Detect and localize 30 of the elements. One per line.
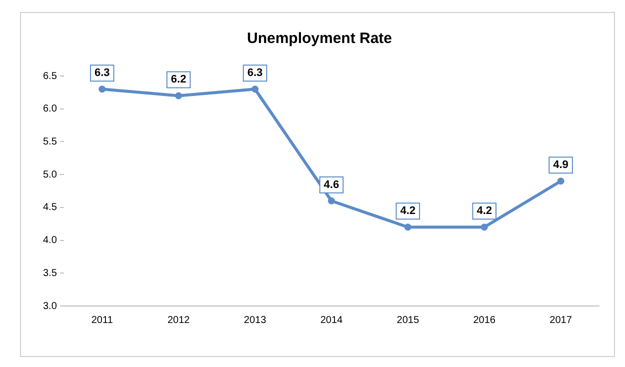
x-tick-label: 2014 bbox=[320, 314, 344, 326]
x-tick-label: 2013 bbox=[244, 314, 267, 326]
data-label: 4.6 bbox=[324, 178, 340, 191]
point bbox=[480, 224, 488, 231]
data-label: 6.3 bbox=[247, 67, 263, 80]
point bbox=[404, 224, 412, 231]
data-label: 4.9 bbox=[553, 159, 568, 172]
point bbox=[557, 178, 564, 185]
x-tick-label: 2016 bbox=[473, 314, 496, 326]
point bbox=[175, 92, 182, 100]
x-tick-label: 2012 bbox=[167, 314, 190, 326]
x-tick-label: 2011 bbox=[91, 314, 114, 326]
y-tick-label: 5.0 bbox=[42, 169, 58, 180]
data-label: 4.2 bbox=[400, 205, 416, 218]
y-tick-label: 6.5 bbox=[42, 70, 58, 82]
point bbox=[252, 86, 259, 93]
point bbox=[328, 197, 335, 204]
point bbox=[98, 86, 106, 93]
chart-title: Unemployment Rate bbox=[246, 30, 392, 48]
x-tick-label: 2017 bbox=[550, 314, 572, 326]
y-tick-label: 6.0 bbox=[42, 104, 58, 115]
data-label: 6.3 bbox=[94, 67, 110, 80]
y-tick-label: 3.0 bbox=[42, 300, 58, 312]
y-tick-label: 4.0 bbox=[42, 235, 58, 246]
y-tick-label: 3.5 bbox=[42, 268, 58, 279]
y-tick-label: 4.5 bbox=[42, 202, 58, 214]
y-tick-label: 5.5 bbox=[42, 136, 58, 148]
data-label: 6.2 bbox=[170, 74, 186, 86]
x-tick-label: 2015 bbox=[396, 314, 420, 326]
data-label: 4.2 bbox=[476, 205, 492, 218]
